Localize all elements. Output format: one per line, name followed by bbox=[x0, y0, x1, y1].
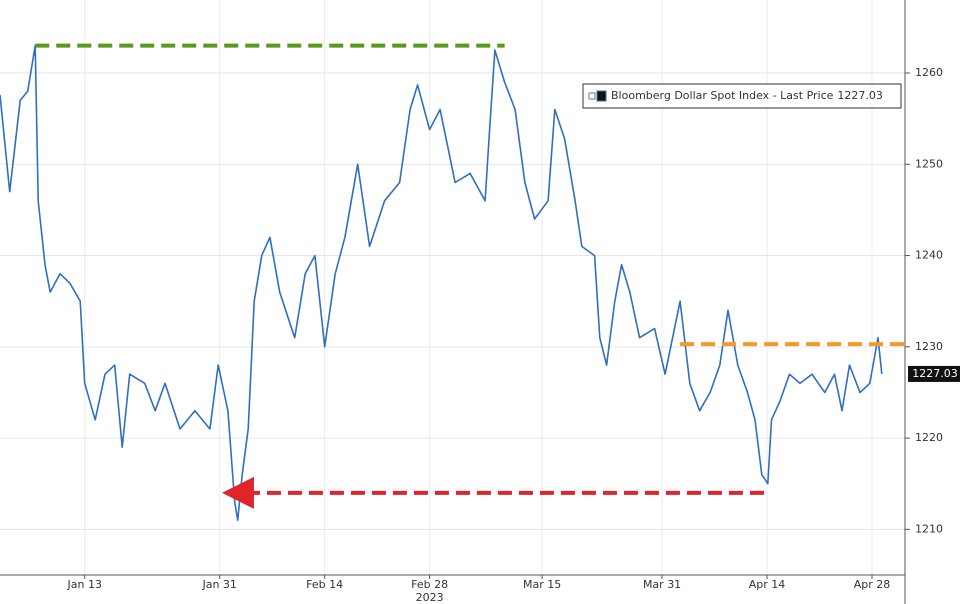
x-tick-label: Feb 14 bbox=[306, 578, 343, 591]
y-tick-label: 1230 bbox=[915, 340, 943, 353]
x-tick-label: Apr 14 bbox=[749, 578, 786, 591]
price-line bbox=[0, 44, 883, 521]
y-tick-label: 1210 bbox=[915, 522, 943, 535]
legend-box bbox=[582, 83, 902, 109]
y-tick-label: 1220 bbox=[915, 431, 943, 444]
x-tick-label: Jan 13 bbox=[67, 578, 102, 591]
x-tick-label: Mar 15 bbox=[523, 578, 561, 591]
legend-last-price: 1227.03 bbox=[837, 89, 883, 102]
legend-icon-outline bbox=[588, 92, 596, 100]
y-tick-label: 1260 bbox=[915, 66, 943, 79]
legend-series-name: Bloomberg Dollar Spot Index - Last Price bbox=[611, 89, 834, 102]
last-price-tag bbox=[908, 365, 960, 382]
legend: Bloomberg Dollar Spot Index - Last Price… bbox=[582, 83, 902, 109]
year-label: 2023 bbox=[416, 591, 444, 604]
y-tick-label: 1240 bbox=[915, 249, 943, 262]
x-tick-label: Mar 31 bbox=[643, 578, 681, 591]
x-tick-label: Apr 28 bbox=[854, 578, 891, 591]
x-tick-label: Feb 28 bbox=[411, 578, 448, 591]
legend-label: Bloomberg Dollar Spot Index - Last Price… bbox=[611, 89, 883, 102]
legend-swatch bbox=[596, 90, 607, 102]
x-tick-label: Jan 31 bbox=[201, 578, 236, 591]
last-price-label: 1227.03 bbox=[912, 367, 958, 380]
y-tick-label: 1250 bbox=[915, 157, 943, 170]
